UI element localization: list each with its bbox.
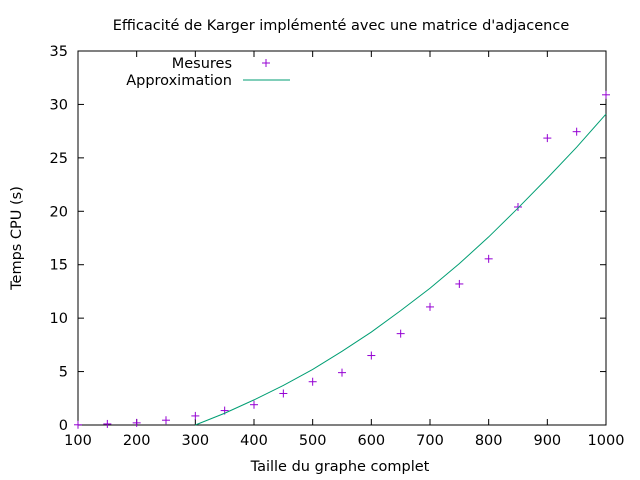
data-point — [602, 90, 610, 99]
approximation-line — [195, 113, 607, 426]
y-tick-label: 25 — [50, 151, 68, 167]
x-tick-label: 200 — [123, 433, 151, 449]
data-point — [191, 411, 200, 420]
x-tick-label: 900 — [533, 433, 561, 449]
x-tick-label: 1000 — [588, 433, 625, 449]
data-point — [74, 420, 82, 429]
data-point — [103, 419, 112, 428]
data-point — [514, 203, 522, 212]
y-tick-label: 5 — [59, 365, 68, 381]
y-tick-label: 10 — [50, 311, 68, 327]
y-axis-label: Temps CPU (s) — [9, 186, 25, 291]
y-tick-label: 0 — [59, 418, 68, 434]
data-point — [338, 368, 346, 377]
data-point — [279, 389, 288, 398]
data-point — [132, 418, 141, 427]
data-point — [426, 302, 434, 311]
y-tick-label: 30 — [50, 97, 68, 113]
data-point — [396, 329, 405, 338]
y-tick-label: 15 — [50, 258, 68, 274]
series-layer — [74, 90, 610, 429]
x-tick-label: 100 — [64, 433, 92, 449]
data-point — [162, 416, 170, 425]
legend-label: Mesures — [172, 56, 232, 72]
data-point — [455, 279, 464, 288]
data-point — [543, 134, 552, 143]
x-axis: 100 200 300 400 500 600 700 800 900 1000 — [64, 51, 624, 449]
data-point — [308, 377, 317, 386]
data-point — [572, 127, 581, 136]
x-tick-label: 300 — [181, 433, 209, 449]
legend-marker-sample — [262, 59, 270, 67]
data-point — [367, 351, 376, 360]
data-point — [484, 254, 493, 263]
x-axis-label: Taille du graphe complet — [250, 459, 430, 475]
y-tick-label: 20 — [50, 204, 68, 220]
plot-frame — [77, 50, 607, 426]
legend-label: Approximation — [126, 73, 232, 89]
x-tick-label: 600 — [357, 433, 385, 449]
x-tick-label: 500 — [299, 433, 327, 449]
x-tick-label: 400 — [240, 433, 268, 449]
x-tick-label: 800 — [475, 433, 503, 449]
y-axis: 0 5 10 15 20 25 30 35 — [50, 44, 606, 434]
data-point — [250, 400, 258, 409]
chart-title: Efficacité de Karger implémenté avec une… — [113, 18, 570, 34]
x-tick-label: 700 — [416, 433, 444, 449]
y-tick-label: 35 — [50, 44, 68, 60]
